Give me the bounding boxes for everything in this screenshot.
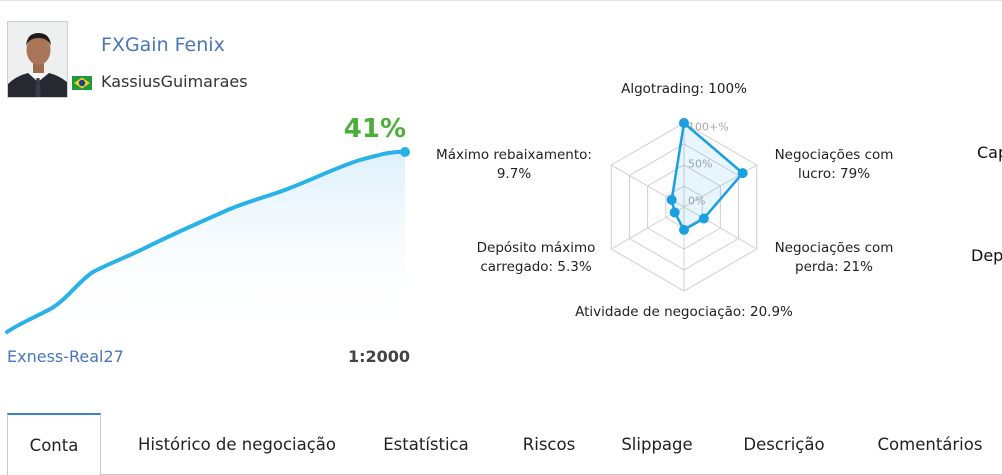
avatar[interactable]: [7, 21, 68, 98]
radar-point: [666, 194, 677, 205]
radar-chart: 100+% 50% 0% Algotrading: 100% Negociações c…: [436, 81, 894, 320]
author-name[interactable]: KassiusGuimaraes: [101, 72, 248, 91]
radar-point: [679, 118, 689, 128]
radar-axis-label: Máximo rebaixamento: 9.7%: [436, 147, 592, 182]
growth-value: 41%: [343, 114, 406, 144]
radar-axis-label: Depósito máximo carregado: 5.3%: [477, 240, 596, 275]
radar-spoke-2: [683, 206, 757, 250]
tab-conta[interactable]: Conta: [7, 413, 101, 475]
signal-name[interactable]: FXGain Fenix: [101, 34, 225, 56]
tab-bar: Conta Histórico de negociação Estatístic…: [7, 413, 1002, 475]
tab-slippage[interactable]: Slippage: [621, 434, 693, 454]
capital-label-cut: Cap: [977, 143, 1002, 162]
growth-chart: [5, 147, 410, 334]
radar-axis-label: Negociações com perda: 21%: [775, 240, 894, 275]
radar-point: [737, 168, 748, 179]
growth-end-point: [400, 147, 410, 157]
growth-area: [7, 151, 405, 332]
deposit-label-cut: Dep: [971, 246, 1002, 265]
top-border: [0, 0, 1002, 1]
radar-axis-label: Algotrading: 100%: [621, 81, 747, 97]
radar-point: [669, 207, 680, 218]
brazil-flag-icon: [72, 76, 92, 90]
radar-tick-label: 50%: [688, 157, 712, 170]
server-name[interactable]: Exness-Real27: [7, 347, 124, 366]
radar-axis-label: Negociações com lucro: 79%: [775, 147, 894, 182]
radar-point: [698, 213, 709, 224]
radar-tick-label: 0%: [688, 194, 705, 207]
tab-estatistica[interactable]: Estatística: [383, 434, 469, 454]
tab-historico[interactable]: Histórico de negociação: [137, 434, 337, 454]
tab-riscos[interactable]: Riscos: [522, 434, 576, 454]
radar-point: [679, 224, 689, 235]
radar-series-area: [670, 121, 744, 232]
leverage-value: 1:2000: [347, 347, 410, 366]
growth-line: [5, 149, 407, 334]
tab-descricao[interactable]: Descrição: [743, 434, 825, 454]
radar-axis-label: Atividade de negociação: 20.9%: [575, 304, 793, 320]
tab-comentarios[interactable]: Comentários: [877, 434, 983, 454]
avatar-photo: [8, 22, 67, 97]
radar-tick-label: 100+%: [688, 120, 729, 133]
